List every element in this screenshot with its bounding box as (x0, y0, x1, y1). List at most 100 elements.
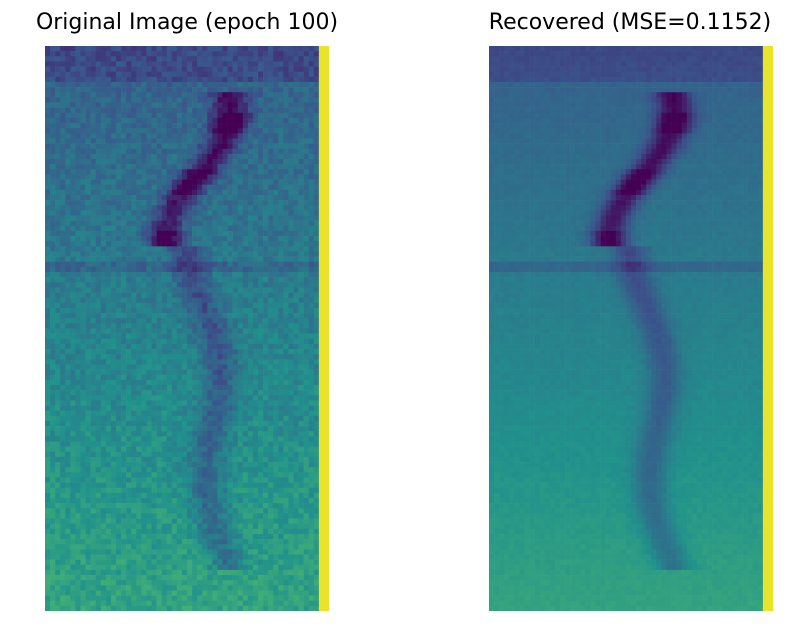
heatmap-cell (110, 128, 117, 134)
heatmap-cell (247, 307, 254, 314)
heatmap-cell (75, 128, 81, 134)
heatmap-cell (50, 420, 56, 427)
heatmap-cell (288, 369, 294, 376)
heatmap-cell (85, 143, 91, 150)
heatmap-cell (105, 359, 112, 365)
heatmap-cell (166, 184, 173, 191)
heatmap-cell (273, 395, 279, 401)
heatmap-cell (161, 302, 168, 309)
heatmap-cell (90, 189, 97, 196)
heatmap-cell (237, 323, 244, 329)
heatmap-cell (45, 503, 51, 509)
heatmap-cell (323, 169, 329, 175)
heatmap-cell (181, 164, 188, 170)
heatmap-cell (273, 261, 279, 268)
heatmap-cell (298, 81, 304, 88)
heatmap-cell (85, 46, 91, 52)
heatmap-cell (181, 169, 188, 175)
heatmap-cell (141, 318, 147, 324)
heatmap-cell (217, 71, 223, 78)
heatmap-cell (217, 420, 223, 427)
heatmap-cell (161, 128, 168, 134)
heatmap-cell (268, 441, 274, 447)
heatmap-cell (212, 477, 218, 483)
heatmap-cell (227, 92, 233, 98)
heatmap-cell (151, 112, 157, 119)
heatmap-cell (227, 343, 233, 350)
heatmap-cell (100, 482, 107, 489)
heatmap-cell (227, 184, 233, 191)
heatmap-cell (212, 462, 218, 468)
heatmap-cell (100, 354, 107, 360)
heatmap-cell (242, 390, 249, 396)
heatmap-cell (232, 174, 239, 180)
heatmap-cell (258, 395, 264, 401)
heatmap-cell (192, 395, 198, 401)
heatmap-cell (60, 282, 66, 288)
heatmap-cell (212, 446, 218, 453)
heatmap-cell (110, 189, 117, 196)
heatmap-cell (121, 272, 127, 278)
heatmap-cell (263, 318, 269, 324)
heatmap-cell (55, 390, 61, 396)
heatmap-cell (222, 92, 228, 98)
heatmap-cell (278, 210, 284, 216)
heatmap-cell (222, 241, 228, 247)
heatmap-cell (60, 81, 66, 88)
heatmap-cell (95, 282, 102, 288)
heatmap-cell (298, 492, 304, 499)
heatmap-cell (131, 307, 137, 314)
heatmap-cell (313, 498, 320, 504)
heatmap-cell (126, 431, 132, 437)
heatmap-cell (212, 230, 218, 237)
heatmap-cell (288, 261, 294, 268)
heatmap-cell (323, 297, 329, 304)
heatmap-cell (318, 456, 325, 463)
heatmap-cell (217, 81, 223, 88)
heatmap-cell (166, 302, 173, 309)
heatmap-cell (212, 426, 218, 432)
heatmap-cell (146, 230, 152, 237)
heatmap-cell (222, 477, 228, 483)
heatmap-cell (116, 482, 122, 489)
heatmap-cell (268, 123, 274, 129)
heatmap-cell (308, 194, 315, 201)
heatmap-cell (298, 97, 304, 103)
heatmap-cell (232, 164, 239, 170)
heatmap-cell (323, 441, 329, 447)
heatmap-cell (242, 51, 249, 57)
heatmap-cell (278, 56, 284, 62)
heatmap-cell (217, 236, 223, 242)
heatmap-cell (110, 246, 117, 252)
heatmap-cell (318, 153, 325, 160)
heatmap-cell (288, 277, 294, 283)
heatmap-cell (181, 76, 188, 83)
heatmap-cell (121, 333, 127, 340)
heatmap-cell (116, 236, 122, 242)
heatmap-cell (212, 107, 218, 114)
heatmap-cell (146, 51, 152, 57)
heatmap-cell (70, 405, 76, 411)
heatmap-cell (80, 164, 86, 170)
heatmap-cell (171, 369, 178, 376)
heatmap-cell (222, 66, 228, 72)
heatmap-cell (303, 369, 310, 376)
heatmap-cell (202, 462, 208, 468)
heatmap-cell (131, 415, 137, 422)
heatmap-cell (95, 46, 102, 52)
heatmap-cell (136, 112, 142, 119)
heatmap-cell (131, 215, 137, 221)
heatmap-cell (156, 46, 162, 52)
heatmap-cell (161, 487, 168, 494)
heatmap-cell (70, 395, 76, 401)
heatmap-cell (75, 369, 81, 376)
heatmap-cell (268, 446, 274, 453)
heatmap-cell (258, 482, 264, 489)
heatmap-cell (222, 148, 228, 155)
heatmap-cell (273, 164, 279, 170)
heatmap-cell (55, 210, 61, 216)
heatmap-cell (227, 51, 233, 57)
heatmap-cell (60, 385, 66, 391)
heatmap-cell (55, 446, 61, 453)
heatmap-cell (202, 292, 208, 298)
